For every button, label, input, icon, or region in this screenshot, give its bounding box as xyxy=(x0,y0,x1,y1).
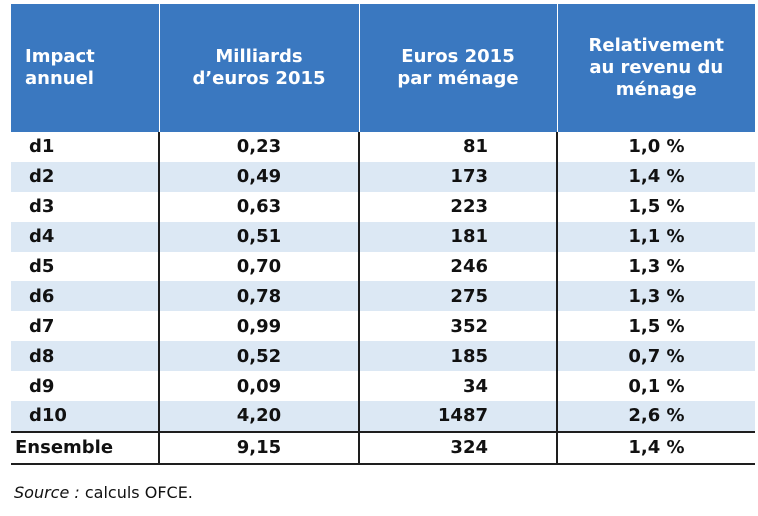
row-label: d6 xyxy=(11,281,159,312)
table-row: d9 0,09 34 0,1 % xyxy=(11,371,755,402)
cell-milliards: 0,09 xyxy=(158,371,359,402)
data-table-container: Impact annuel Milliards d’euros 2015 Eur… xyxy=(11,4,755,465)
cell-milliards: 4,20 xyxy=(158,401,359,432)
cell-relatif-total: 1,4 % xyxy=(556,430,755,465)
cell-euros: 81 xyxy=(358,132,557,162)
header-row: Impact annuel Milliards d’euros 2015 Eur… xyxy=(11,4,755,132)
cell-euros: 181 xyxy=(358,221,557,252)
cell-euros: 246 xyxy=(358,251,557,282)
row-label: d8 xyxy=(11,341,159,372)
table-row: d2 0,49 173 1,4 % xyxy=(11,161,755,192)
row-label: d5 xyxy=(11,251,159,282)
cell-relatif: 1,5 % xyxy=(556,311,755,342)
cell-milliards: 0,99 xyxy=(158,311,359,342)
cell-euros: 223 xyxy=(358,191,557,222)
table-body: d1 0,23 81 1,0 % d2 0,49 173 1,4 % d3 0,… xyxy=(11,132,755,465)
header-relativement: Relativement au revenu du ménage xyxy=(556,4,755,132)
header-line: d’euros 2015 xyxy=(192,68,326,89)
header-line: par ménage xyxy=(397,68,519,89)
cell-milliards: 0,49 xyxy=(158,161,359,192)
cell-milliards: 0,52 xyxy=(158,341,359,372)
row-label-total: Ensemble xyxy=(11,430,159,465)
table-row: d5 0,70 246 1,3 % xyxy=(11,251,755,282)
header-euros-par-menage: Euros 2015 par ménage xyxy=(358,4,557,132)
cell-milliards: 0,78 xyxy=(158,281,359,312)
table-row: d7 0,99 352 1,5 % xyxy=(11,311,755,342)
table-row: d1 0,23 81 1,0 % xyxy=(11,132,755,162)
impact-table: Impact annuel Milliards d’euros 2015 Eur… xyxy=(11,4,755,465)
cell-euros: 173 xyxy=(358,161,557,192)
table-row-total: Ensemble 9,15 324 1,4 % xyxy=(11,430,755,465)
header-line: Impact xyxy=(25,46,95,67)
table-row: d8 0,52 185 0,7 % xyxy=(11,341,755,372)
cell-euros: 352 xyxy=(358,311,557,342)
cell-euros: 1487 xyxy=(358,401,557,432)
cell-euros: 275 xyxy=(358,281,557,312)
source-label: Source : xyxy=(14,483,80,502)
row-label: d10 xyxy=(11,401,159,432)
table-row: d10 4,20 1487 2,6 % xyxy=(11,401,755,432)
header-line: Milliards xyxy=(215,46,303,67)
source-note: Source : calculs OFCE. xyxy=(14,483,193,502)
cell-relatif: 1,4 % xyxy=(556,161,755,192)
row-label: d1 xyxy=(11,132,159,162)
cell-euros: 34 xyxy=(358,371,557,402)
cell-relatif: 1,0 % xyxy=(556,132,755,162)
table-row: d4 0,51 181 1,1 % xyxy=(11,221,755,252)
cell-milliards: 0,23 xyxy=(158,132,359,162)
table-row: d6 0,78 275 1,3 % xyxy=(11,281,755,312)
row-label: d3 xyxy=(11,191,159,222)
source-text: calculs OFCE. xyxy=(84,483,193,502)
header-milliards: Milliards d’euros 2015 xyxy=(158,4,359,132)
cell-relatif: 1,1 % xyxy=(556,221,755,252)
table-header: Impact annuel Milliards d’euros 2015 Eur… xyxy=(11,4,755,132)
header-impact-annuel: Impact annuel xyxy=(11,4,159,132)
cell-relatif: 1,3 % xyxy=(556,251,755,282)
cell-milliards: 0,51 xyxy=(158,221,359,252)
cell-relatif: 0,7 % xyxy=(556,341,755,372)
cell-milliards: 0,63 xyxy=(158,191,359,222)
header-line: Relativement xyxy=(588,35,724,56)
table-row: d3 0,63 223 1,5 % xyxy=(11,191,755,222)
cell-relatif: 1,3 % xyxy=(556,281,755,312)
cell-euros: 185 xyxy=(358,341,557,372)
cell-relatif: 1,5 % xyxy=(556,191,755,222)
cell-milliards: 0,70 xyxy=(158,251,359,282)
header-line: ménage xyxy=(615,79,697,100)
cell-relatif: 0,1 % xyxy=(556,371,755,402)
header-line: annuel xyxy=(25,68,94,89)
header-line: Euros 2015 xyxy=(401,46,515,67)
header-line: au revenu du xyxy=(589,57,724,78)
row-label: d4 xyxy=(11,221,159,252)
row-label: d7 xyxy=(11,311,159,342)
cell-milliards-total: 9,15 xyxy=(158,430,359,465)
cell-relatif: 2,6 % xyxy=(556,401,755,432)
cell-euros-total: 324 xyxy=(358,430,557,465)
row-label: d2 xyxy=(11,161,159,192)
row-label: d9 xyxy=(11,371,159,402)
